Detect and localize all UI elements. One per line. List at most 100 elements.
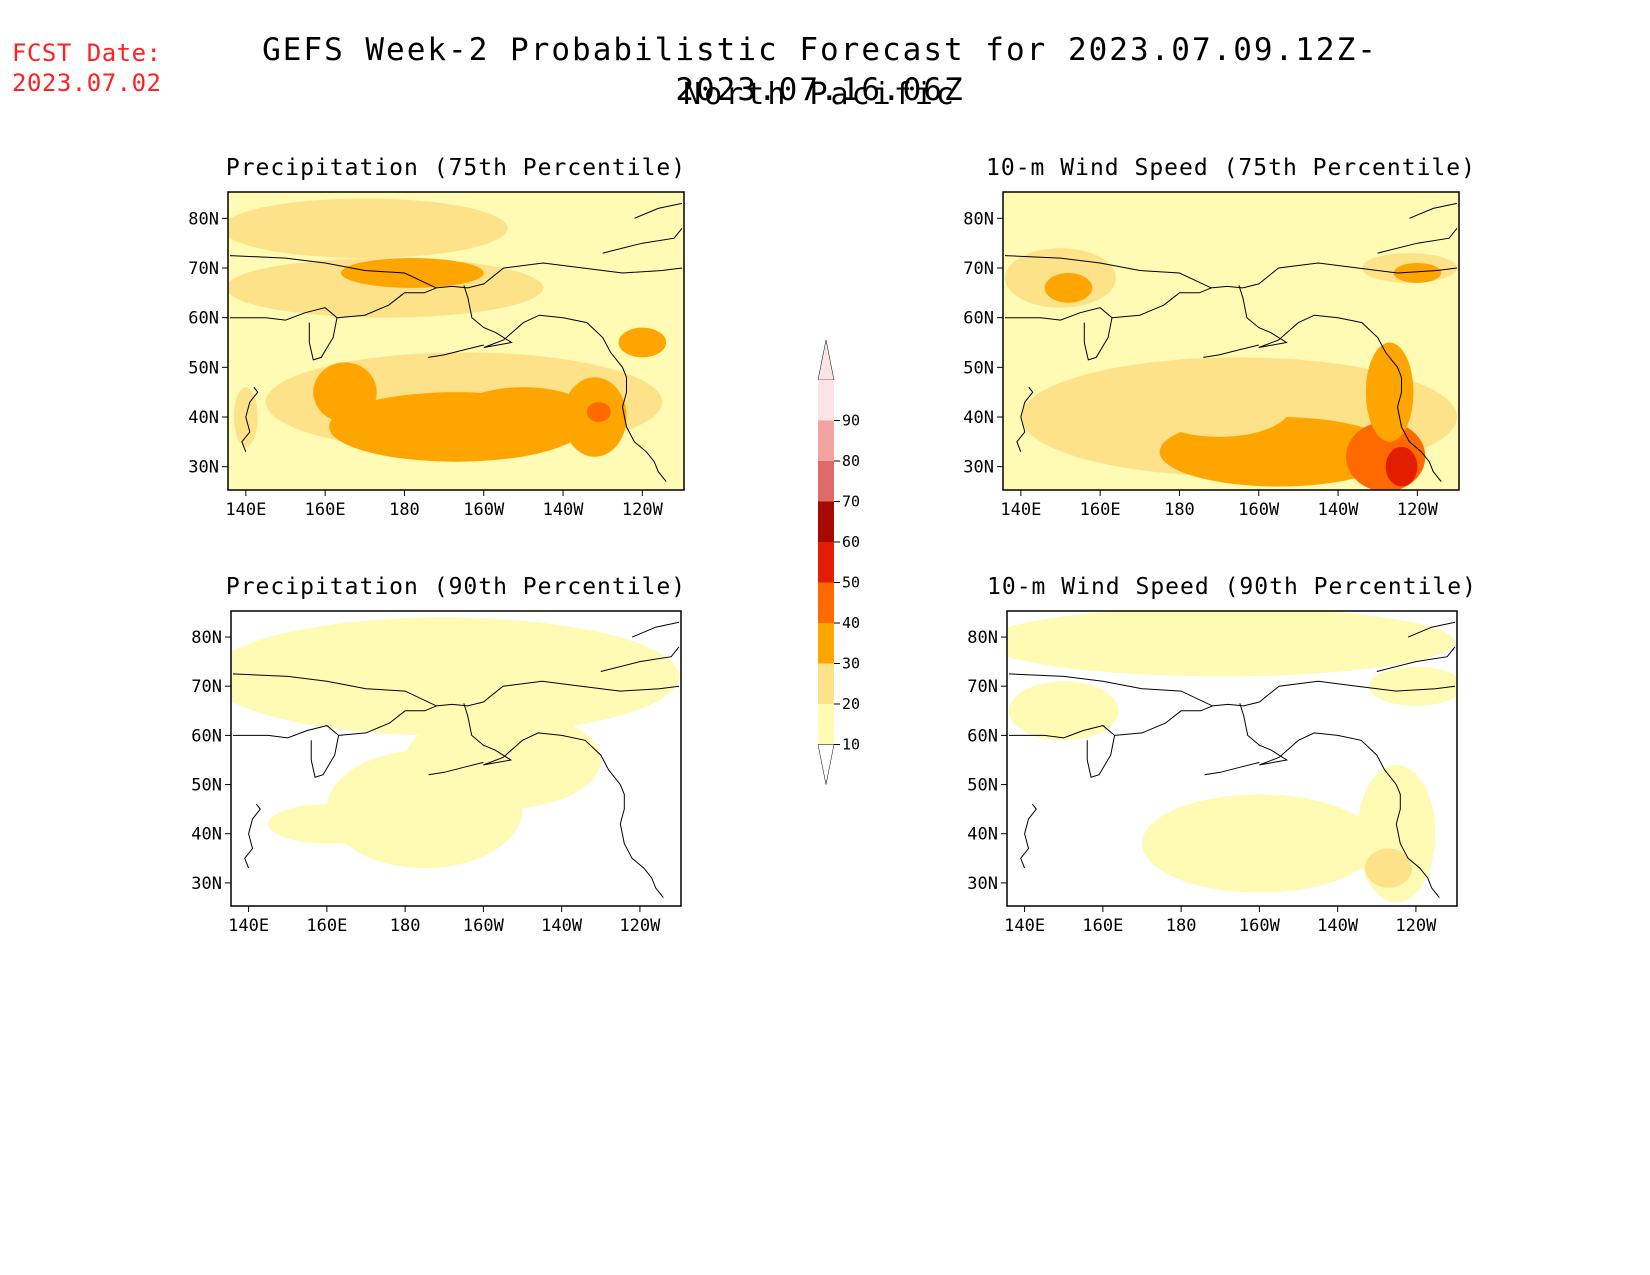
coastline xyxy=(229,255,683,289)
colorbar-tick-label: 60 xyxy=(842,533,860,551)
region-subtitle: North Pacific xyxy=(683,77,957,112)
coastline xyxy=(1409,202,1458,219)
lat-tick-label: 60N xyxy=(967,726,998,746)
colorbar-tick-label: 90 xyxy=(842,412,860,430)
colorbar-tick-label: 70 xyxy=(842,493,860,511)
colorbar-segment xyxy=(818,542,834,583)
probability-contour xyxy=(1044,272,1093,303)
coastline xyxy=(1008,673,1456,707)
lat-tick-label: 40N xyxy=(967,825,998,845)
map-frame xyxy=(227,191,685,491)
coastline xyxy=(338,705,437,736)
lat-tick-label: 40N xyxy=(963,408,994,428)
coastline xyxy=(1020,803,1037,869)
lon-tick-label: 140E xyxy=(1000,500,1041,520)
panel-title: Precipitation (90th Percentile) xyxy=(226,574,686,600)
probability-contour xyxy=(618,327,667,358)
lat-tick-label: 50N xyxy=(191,776,222,796)
page-title: GEFS Week-2 Probabilistic Forecast for 2… xyxy=(262,32,1378,108)
probability-contour xyxy=(586,402,611,422)
probability-contour xyxy=(341,258,484,288)
colorbar-bottom-arrow xyxy=(817,744,835,785)
colorbar-segment xyxy=(818,461,834,502)
coastline xyxy=(634,202,683,219)
coastline xyxy=(232,673,680,707)
coastline xyxy=(428,344,484,358)
colorbar-top-arrow xyxy=(817,339,835,381)
probability-contour xyxy=(231,617,679,736)
colorbar-tick-label: 10 xyxy=(842,736,860,754)
lon-tick-label: 140W xyxy=(1317,916,1359,936)
lon-tick-label: 160W xyxy=(463,500,505,520)
lon-tick-label: 180 xyxy=(390,916,421,936)
coastline xyxy=(1114,705,1213,736)
map-frame xyxy=(1006,610,1458,907)
lon-tick-label: 140E xyxy=(1004,916,1045,936)
coastline xyxy=(1377,227,1458,254)
map-panel-4: 10-m Wind Speed (90th Percentile) 80N 70N 6… xyxy=(967,574,1476,936)
probability-contour xyxy=(452,387,595,447)
lon-tick-label: 160E xyxy=(306,916,347,936)
probability-contour xyxy=(1007,611,1455,677)
probability-contour xyxy=(1008,681,1119,741)
colorbar-segment xyxy=(818,623,834,664)
lon-tick-label: 140W xyxy=(1318,500,1360,520)
lon-tick-label: 160W xyxy=(1239,916,1281,936)
probability-contour xyxy=(1147,377,1291,437)
lat-tick-label: 80N xyxy=(188,209,219,229)
map-frame xyxy=(1002,191,1460,491)
lat-tick-label: 60N xyxy=(188,309,219,329)
lat-tick-label: 30N xyxy=(191,874,222,894)
colorbar-tick-label: 80 xyxy=(842,452,860,470)
lon-tick-label: 140W xyxy=(541,916,583,936)
lat-tick-label: 50N xyxy=(967,776,998,796)
lon-tick-label: 160W xyxy=(463,916,505,936)
panel-title: 10-m Wind Speed (75th Percentile) xyxy=(986,155,1476,181)
coastline xyxy=(336,287,437,319)
colorbar: 10 20 30 40 50 60 70 80 90 xyxy=(817,339,860,785)
lat-tick-label: 70N xyxy=(188,259,219,279)
probability-contour xyxy=(1142,794,1377,893)
coastline xyxy=(428,761,484,776)
coastline xyxy=(1238,285,1442,482)
probability-contour xyxy=(1393,263,1442,283)
lat-tick-label: 80N xyxy=(191,628,222,648)
lon-tick-label: 160E xyxy=(1080,500,1121,520)
coastline xyxy=(1203,344,1259,358)
coastline xyxy=(244,803,261,869)
forecast-date-label: FCST Date: 2023.07.02 xyxy=(12,38,162,98)
lon-tick-label: 160E xyxy=(305,500,346,520)
lon-tick-label: 140E xyxy=(228,916,269,936)
colorbar-tick-label: 40 xyxy=(842,614,860,632)
coastline xyxy=(463,703,664,898)
lat-tick-label: 40N xyxy=(188,408,219,428)
colorbar-segment xyxy=(818,663,834,704)
colorbar-segment xyxy=(818,704,834,745)
map-panel-3: Precipitation (90th Percentile) 80N 70N 60N… xyxy=(191,574,686,936)
coastline xyxy=(1016,386,1034,452)
coastline xyxy=(1376,646,1456,672)
lat-tick-label: 30N xyxy=(967,874,998,894)
lon-tick-label: 140W xyxy=(543,500,585,520)
lon-tick-label: 180 xyxy=(389,500,420,520)
probability-contour xyxy=(1365,848,1412,888)
coastline xyxy=(600,646,680,672)
map-panel-2: 10-m Wind Speed (75th Percentile) 80N 70N 6… xyxy=(963,155,1476,520)
coastline xyxy=(1407,621,1456,638)
lon-tick-label: 120W xyxy=(1395,916,1437,936)
colorbar-tick-label: 50 xyxy=(842,574,860,592)
lat-tick-label: 70N xyxy=(967,677,998,697)
colorbar-tick-label: 30 xyxy=(842,655,860,673)
colorbar-segment xyxy=(818,420,834,461)
coastline xyxy=(1004,255,1458,289)
lat-tick-label: 60N xyxy=(963,309,994,329)
colorbar-segment xyxy=(818,582,834,623)
lat-tick-label: 30N xyxy=(188,458,219,478)
probability-contour xyxy=(228,198,508,259)
coastline xyxy=(602,227,683,254)
colorbar-segment xyxy=(818,380,834,421)
lat-tick-label: 80N xyxy=(963,209,994,229)
probability-contour xyxy=(268,804,386,844)
lon-tick-label: 120W xyxy=(1397,500,1439,520)
lat-tick-label: 80N xyxy=(967,628,998,648)
